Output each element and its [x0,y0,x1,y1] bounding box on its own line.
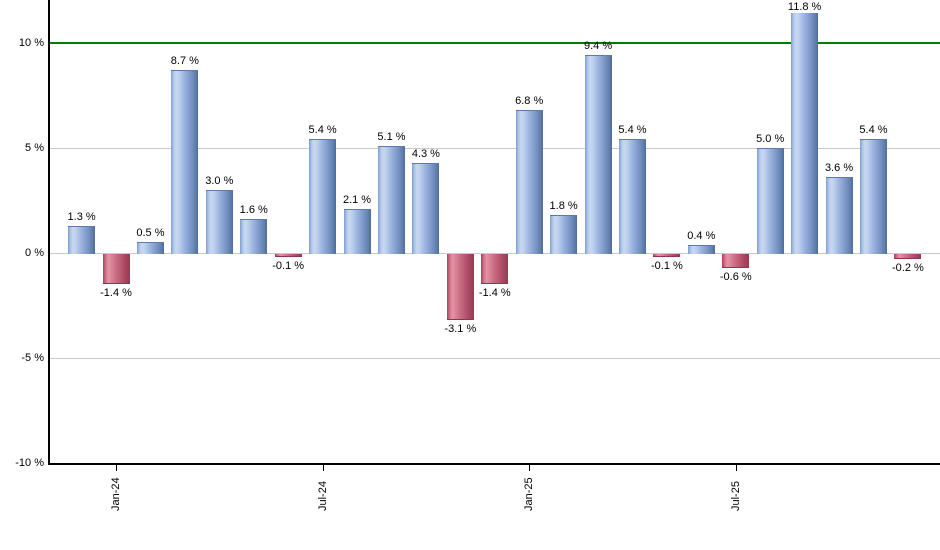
bar-value-label: -0.1 % [272,260,305,272]
bar [722,254,750,268]
bar-value-label: 5.4 % [618,124,647,136]
bar-value-label: 0.4 % [687,230,716,242]
x-tick-label: Jan-24 [110,477,123,511]
bar-value-label: -1.4 % [478,287,511,299]
bar [791,5,819,254]
y-tick-label: 0 % [25,247,44,259]
bar-value-label: 11.8 % [785,1,824,13]
bar [68,226,96,254]
x-tick-mark [529,465,530,471]
bar-value-label: 4.3 % [411,148,440,160]
bar-value-label: -0.6 % [719,271,752,283]
bar [687,245,715,254]
y-tick-label: -5 % [21,352,44,364]
bar [205,190,233,254]
bar [515,110,543,254]
bar-value-label: 6.8 % [515,95,544,107]
bar [377,146,405,254]
gridline [49,253,940,254]
bar-value-label: -0.2 % [892,262,924,274]
y-tick-label: 5 % [25,142,44,154]
x-tick-mark [323,465,324,471]
x-tick-label: Jul-24 [316,481,329,511]
bar-value-label: 8.7 % [170,55,199,67]
bar-value-label: 3.6 % [824,162,854,174]
bar-value-label: 5.1 % [377,131,406,143]
bar [240,219,268,254]
bar [136,242,164,254]
bar-value-label: -1.4 % [100,287,132,299]
bar-value-label: 1.3 % [67,211,96,223]
bar [309,139,337,254]
gridline [49,148,940,149]
bar [274,254,302,257]
x-axis-line [48,463,940,465]
bar [481,254,509,284]
bar [859,139,887,254]
x-tick-label: Jul-25 [729,481,742,511]
bar-value-label: 1.6 % [239,204,268,216]
bar [825,177,853,254]
bar [550,215,578,254]
bar-value-label: -3.1 % [444,323,477,335]
y-tick-label: 10 % [18,37,44,49]
bar-value-label: 5.0 % [756,133,785,145]
bar [343,209,371,254]
bar [446,254,474,320]
bar-value-label: -0.1 % [651,260,683,272]
gridline [49,358,940,359]
bar-value-label: 0.5 % [136,227,165,239]
bar [894,254,922,259]
y-axis-line [48,0,50,465]
bar [584,55,612,254]
reference-line [49,42,940,44]
x-tick-label: Jan-25 [523,477,536,511]
bar [618,139,646,254]
bar-value-label: 1.8 % [549,200,578,212]
bar-value-label: 5.4 % [859,124,888,136]
x-tick-mark [736,465,737,471]
bar [171,70,199,254]
bar-value-label: 5.4 % [308,124,337,136]
bar-value-label: 9.4 % [583,40,613,52]
bar-value-label: 2.1 % [342,194,372,206]
bar [653,254,681,257]
bar [412,163,440,254]
y-tick-label: -10 % [15,457,44,469]
x-tick-mark [116,465,117,471]
bar [756,148,784,254]
bar [102,254,130,284]
bar-value-label: 3.0 % [205,175,234,187]
